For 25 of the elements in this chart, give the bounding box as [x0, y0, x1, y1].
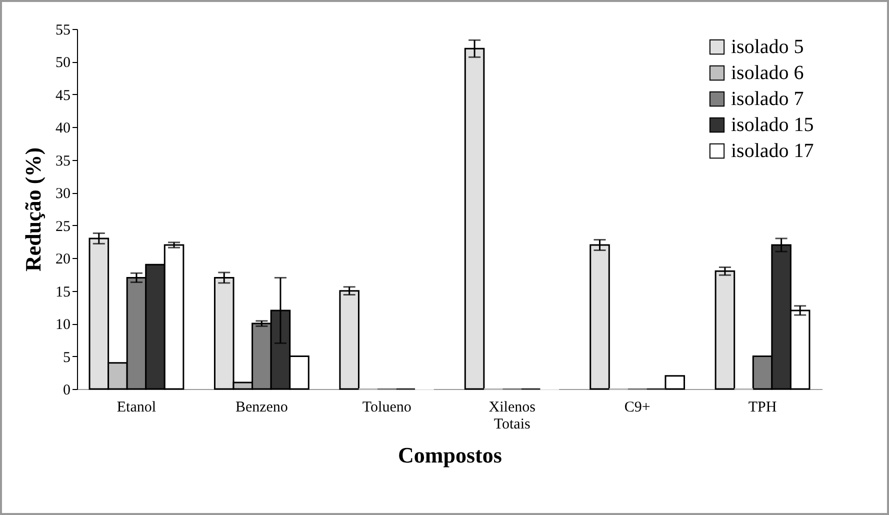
- x-tick-label: TPH: [748, 400, 777, 416]
- legend-label: isolado 6: [731, 62, 804, 84]
- y-tick-label: 50: [56, 55, 70, 72]
- legend-label: isolado 5: [731, 36, 804, 58]
- x-tick-label: Tolueno: [362, 400, 412, 416]
- x-tick-label: Benzeno: [235, 400, 288, 416]
- y-tick-label: 45: [56, 88, 70, 104]
- x-tick-label: Etanol: [116, 400, 156, 416]
- y-tick-label: 55: [56, 22, 70, 38]
- y-axis-title: Redução (%): [20, 147, 46, 272]
- y-tick-label: 25: [56, 218, 70, 235]
- y-tick-label: 10: [56, 317, 70, 334]
- x-tick-label: Xilenos Totais: [488, 400, 536, 432]
- legend-label: isolado 15: [731, 114, 814, 136]
- y-tick-label: 5: [63, 350, 70, 366]
- y-tick-label: 15: [56, 284, 70, 300]
- x-tick-label: C9+: [624, 400, 650, 416]
- y-tick-label: 30: [56, 186, 70, 202]
- y-tick-label: 40: [56, 120, 70, 137]
- y-tick-label: 35: [56, 153, 70, 170]
- y-tick-label: 0: [63, 382, 70, 398]
- y-tick-label: 20: [56, 252, 70, 268]
- legend-label: isolado 17: [731, 140, 814, 162]
- legend-label: isolado 7: [731, 88, 804, 110]
- x-axis-title: Compostos: [398, 442, 502, 468]
